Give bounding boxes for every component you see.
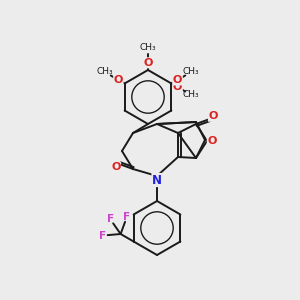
Text: CH₃: CH₃ xyxy=(183,68,200,76)
Text: CH₃: CH₃ xyxy=(96,68,113,76)
Text: F: F xyxy=(99,231,106,241)
Text: F: F xyxy=(123,212,130,222)
Text: O: O xyxy=(173,75,182,85)
Text: O: O xyxy=(207,136,217,146)
Text: O: O xyxy=(173,82,182,92)
Text: O: O xyxy=(114,75,123,85)
Text: N: N xyxy=(152,173,162,187)
Text: O: O xyxy=(208,111,218,121)
Text: F: F xyxy=(107,214,114,224)
Text: CH₃: CH₃ xyxy=(140,44,156,52)
Text: CH₃: CH₃ xyxy=(182,90,199,99)
Text: O: O xyxy=(143,58,153,68)
Text: O: O xyxy=(111,162,121,172)
